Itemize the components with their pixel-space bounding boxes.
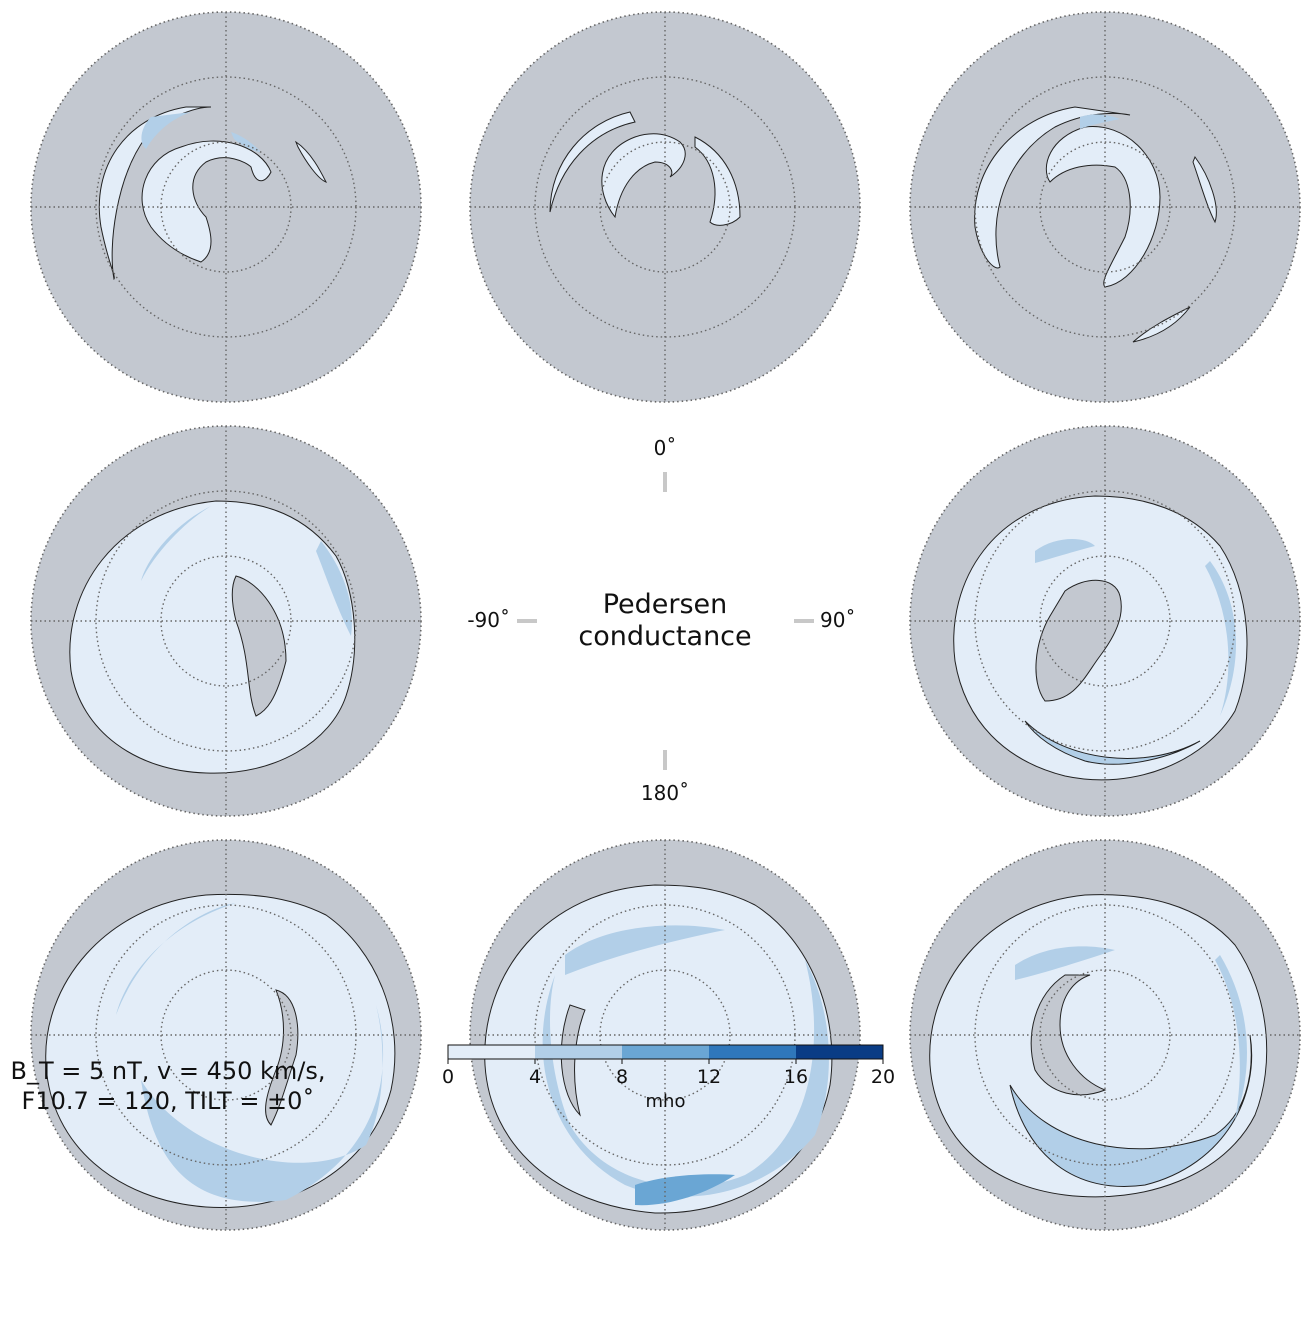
colorbar-label: mho [646,1091,686,1112]
colorbar-tick-label: 12 [697,1066,721,1088]
parameters: B_T = 5 nT, v = 450 km/s, F10.7 = 120, T… [10,1057,325,1115]
colorbar-tick-label: 20 [871,1066,895,1088]
panel-top-right [909,11,1301,403]
colorbar-tick-label: 16 [784,1066,808,1088]
panel-bottom-center [469,839,861,1231]
colorbar-tick-label: 0 [442,1066,454,1088]
colorbar-segment [535,1045,622,1059]
parameters-line-2: F10.7 = 120, TILT = ±0˚ [22,1087,315,1115]
colorbar-tick-label: 4 [529,1066,541,1088]
colorbar-segment [796,1045,883,1059]
colorbar-segment [709,1045,796,1059]
title-line-2: conductance [578,621,751,652]
angle-label-bottom: 180˚ [641,781,689,805]
colorbar-tick-label: 8 [616,1066,628,1088]
tick-bottom [663,750,667,770]
panel-middle-left [30,425,422,817]
panel-top-center [469,11,861,403]
colorbar-border [447,1044,884,1060]
title-line-1: Pedersen [603,589,728,620]
angle-label-top: 0˚ [654,436,677,460]
panel-middle-right [909,425,1301,817]
angle-label-left: -90˚ [467,608,510,632]
tick-left [517,619,537,623]
colorbar-segment [448,1045,535,1059]
angle-label-right: 90˚ [820,608,855,632]
tick-right [794,619,814,623]
tick-top [663,472,667,492]
center-annotation: 0˚ -90˚ 90˚ 180˚ Pedersen conductance [467,436,855,805]
panel-bottom-right [909,839,1301,1231]
colorbar-segment [622,1045,709,1059]
parameters-line-1: B_T = 5 nT, v = 450 km/s, [10,1057,325,1085]
colorbar: 0 4 8 12 16 20 mho [442,1044,895,1112]
panel-top-left [30,11,422,403]
panel-bottom-left [30,839,422,1231]
